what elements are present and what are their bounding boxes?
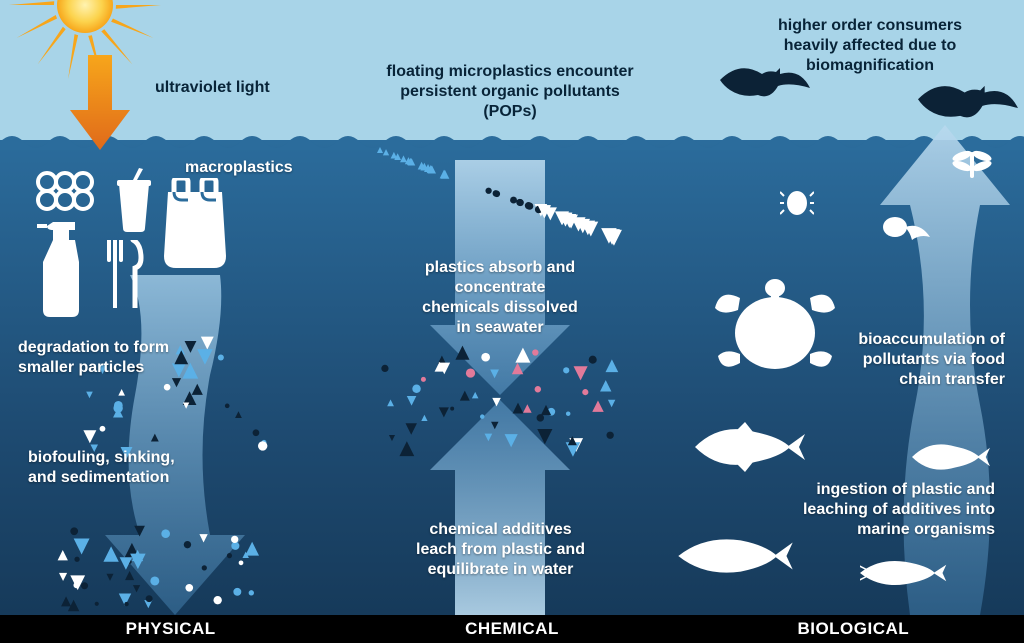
uv-arrow-icon [70,55,130,150]
cup-straw-icon [113,168,155,232]
dragonfly-icon [952,146,992,180]
pops-label: floating microplastics encounter persist… [380,62,640,122]
tadpole-icon [880,212,930,252]
fish-icon [678,530,793,582]
bag-icon [160,178,230,268]
fish-icon [860,552,950,594]
fish-icon [695,422,805,472]
bioaccum-label: bioaccumulation of pollutants via food c… [825,330,1005,390]
turtle-icon [710,278,840,388]
beetle-icon [780,188,814,218]
utensils-icon [103,240,145,308]
category-biological: BIOLOGICAL [683,615,1024,643]
leach-label: chemical additives leach from plastic an… [408,520,593,580]
macroplastics-label: macroplastics [185,158,293,178]
absorb-label: plastics absorb and concentrate chemical… [415,258,585,338]
category-physical: PHYSICAL [0,615,341,643]
uv-label: ultraviolet light [155,78,270,98]
chemical-arrow-up [430,400,570,615]
biofouling-label: biofouling, sinking, and sedimentation [28,448,178,488]
category-bar: PHYSICAL CHEMICAL BIOLOGICAL [0,615,1024,643]
fish-icon [912,438,990,476]
bird-icon [918,76,1018,128]
physical-arrow-down [100,275,250,615]
ingest-label: ingestion of plastic and leaching of add… [795,480,995,540]
spray-bottle-icon [35,222,85,317]
sixpack-rings-icon [35,170,95,212]
bird-icon [720,60,810,105]
infographic-canvas: ultraviolet light floating microplastics… [0,0,1024,643]
category-chemical: CHEMICAL [341,615,682,643]
degradation-label: degradation to form smaller particles [18,338,188,378]
